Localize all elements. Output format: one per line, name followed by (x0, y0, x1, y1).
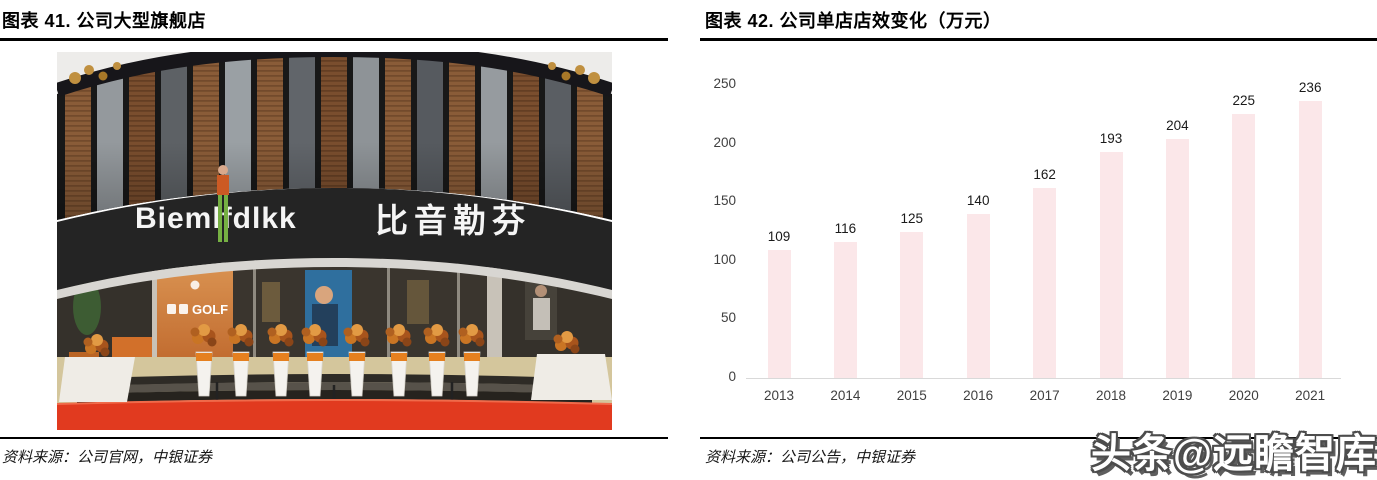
bar (833, 242, 857, 378)
x-tick-label: 2017 (1029, 388, 1060, 403)
bar (1033, 188, 1057, 378)
side-tables (59, 331, 612, 402)
figure-41-title: 图表 41. 公司大型旗舰店 (2, 11, 207, 31)
x-tick-label: 2015 (896, 388, 927, 403)
figure-42: 图表 42. 公司单店店效变化（万元） 0 50 100 150 200 250 109 20… (700, 0, 1377, 480)
figure-42-title: 图表 42. 公司单店店效变化（万元） (705, 11, 1002, 31)
x-tick-label: 2016 (963, 388, 994, 403)
bar (1165, 138, 1189, 378)
bar-value-label: 140 (966, 192, 990, 208)
brand-sign: Biemlfdlkk 比音勒芬 (57, 188, 612, 299)
x-tick-label: 2019 (1162, 388, 1193, 403)
y-tick-label: 100 (713, 251, 736, 267)
carpet-edge (57, 399, 612, 405)
bar (966, 213, 990, 378)
x-tick-label: 2020 (1228, 388, 1259, 403)
figure-41-top-rule (0, 38, 668, 41)
bar-value-label: 116 (834, 221, 857, 237)
store-revenue-bar-chart: 0 50 100 150 200 250 109 2013 116 2014 125 2015 140 2… (700, 0, 1377, 480)
figure-41-bottom-rule (0, 437, 668, 439)
y-tick-label: 200 (713, 134, 736, 150)
golf-poster: GOLF (157, 270, 233, 365)
sign-text-cn: 比音勒芬 (375, 202, 531, 239)
figure-41-source: 资料来源：公司官网，中银证券 (2, 448, 213, 466)
bar-value-label: 125 (900, 210, 924, 226)
x-tick-label: 2021 (1295, 388, 1326, 403)
right-window-poster (525, 278, 557, 340)
red-carpet (57, 400, 612, 430)
bar (900, 231, 924, 378)
y-tick-label: 250 (713, 76, 736, 91)
x-axis-line (746, 378, 1341, 379)
x-tick-label: 2013 (763, 388, 795, 403)
bar-value-label: 193 (1099, 130, 1123, 146)
y-tick-label: 150 (713, 193, 736, 209)
bar (1298, 101, 1322, 378)
bar-value-label: 225 (1232, 93, 1256, 109)
mannequin (217, 165, 229, 242)
bar-value-label: 204 (1166, 117, 1189, 133)
figure-42-source: 资料来源：公司公告，中银证券 (705, 448, 916, 466)
bar (1099, 151, 1123, 378)
bar-value-label: 109 (767, 229, 791, 245)
figure-41: 图表 41. 公司大型旗舰店 (0, 0, 668, 480)
toutiao-watermark: 头条@远瞻智库 (1090, 432, 1377, 476)
parapet (57, 52, 612, 97)
bar (1232, 114, 1256, 378)
bar (767, 250, 791, 378)
bar-value-label: 236 (1298, 80, 1322, 96)
bar-value-label: 162 (1033, 167, 1056, 183)
figure-42-top-rule (700, 38, 1377, 41)
sign-ledge (57, 258, 612, 299)
y-tick-label: 0 (728, 369, 736, 384)
golf-poster-text: GOLF (192, 302, 228, 317)
blue-screen (305, 270, 352, 364)
gold-ornaments (69, 62, 600, 84)
flagship-store-photo: GOLF (57, 52, 612, 430)
x-tick-label: 2018 (1095, 388, 1127, 403)
y-tick-label: 50 (720, 310, 736, 326)
figure-42-bottom-rule (700, 437, 1377, 439)
sign-text-latin: Biemlfdlkk (135, 202, 297, 235)
x-tick-label: 2014 (830, 388, 861, 403)
center-glass-doors (227, 257, 487, 365)
